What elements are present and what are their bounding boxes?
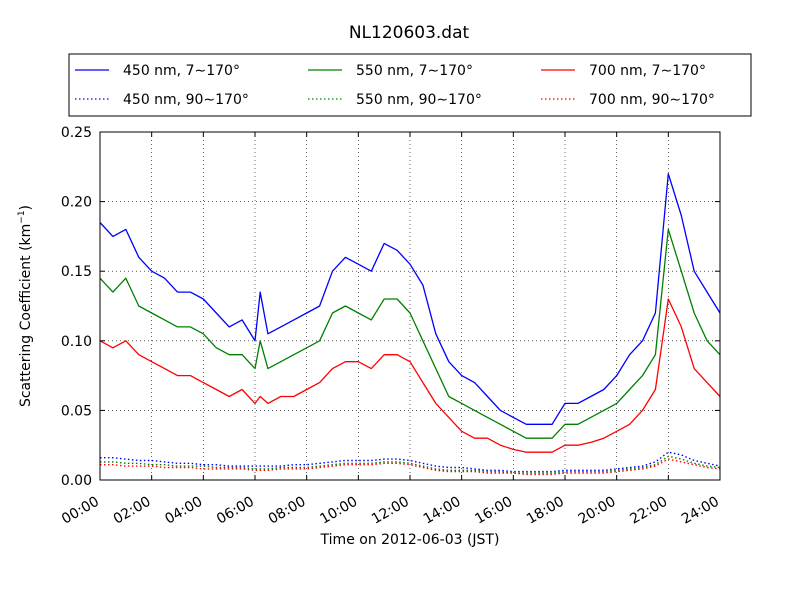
- series-line-6: [100, 458, 721, 476]
- legend-label-3: 550 nm, 7∼170°: [356, 63, 473, 79]
- y-axis-label-close: ): [18, 205, 34, 210]
- y-tick-label: 0.00: [61, 473, 92, 489]
- y-axis-label-main: Scattering Coefficient (km: [18, 224, 34, 407]
- y-axis-label-superscript: −1: [17, 210, 27, 223]
- legend-label-1: 450 nm, 7∼170°: [123, 63, 240, 79]
- x-axis-label: Time on 2012-06-03 (JST): [320, 532, 500, 548]
- y-axis-label: Scattering Coefficient (km−1): [17, 205, 34, 407]
- series-group: [99, 173, 721, 476]
- y-tick-label: 0.15: [61, 264, 92, 280]
- series-line-2: [100, 451, 721, 473]
- y-tick-label: 0.10: [61, 334, 92, 350]
- legend-frame: [68, 53, 752, 117]
- series-line-4: [100, 455, 721, 474]
- legend-label-2: 450 nm, 90∼170°: [123, 92, 249, 108]
- legend-label-5: 700 nm, 7∼170°: [589, 63, 706, 79]
- series-line-5: [99, 298, 721, 453]
- legend-label-4: 550 nm, 90∼170°: [356, 92, 482, 108]
- series-line-1: [99, 173, 721, 425]
- chart-title: NL120603.dat: [349, 23, 470, 43]
- legend: 450 nm, 7∼170° 450 nm, 90∼170° 550 nm, 7∼1…: [68, 53, 752, 117]
- legend-label-6: 700 nm, 90∼170°: [589, 92, 715, 108]
- grid-lines: [100, 132, 720, 480]
- series-line-3: [99, 228, 721, 439]
- y-tick-label: 0.05: [61, 403, 92, 419]
- y-tick-label: 0.25: [61, 125, 92, 141]
- y-tick-label: 0.20: [61, 195, 92, 211]
